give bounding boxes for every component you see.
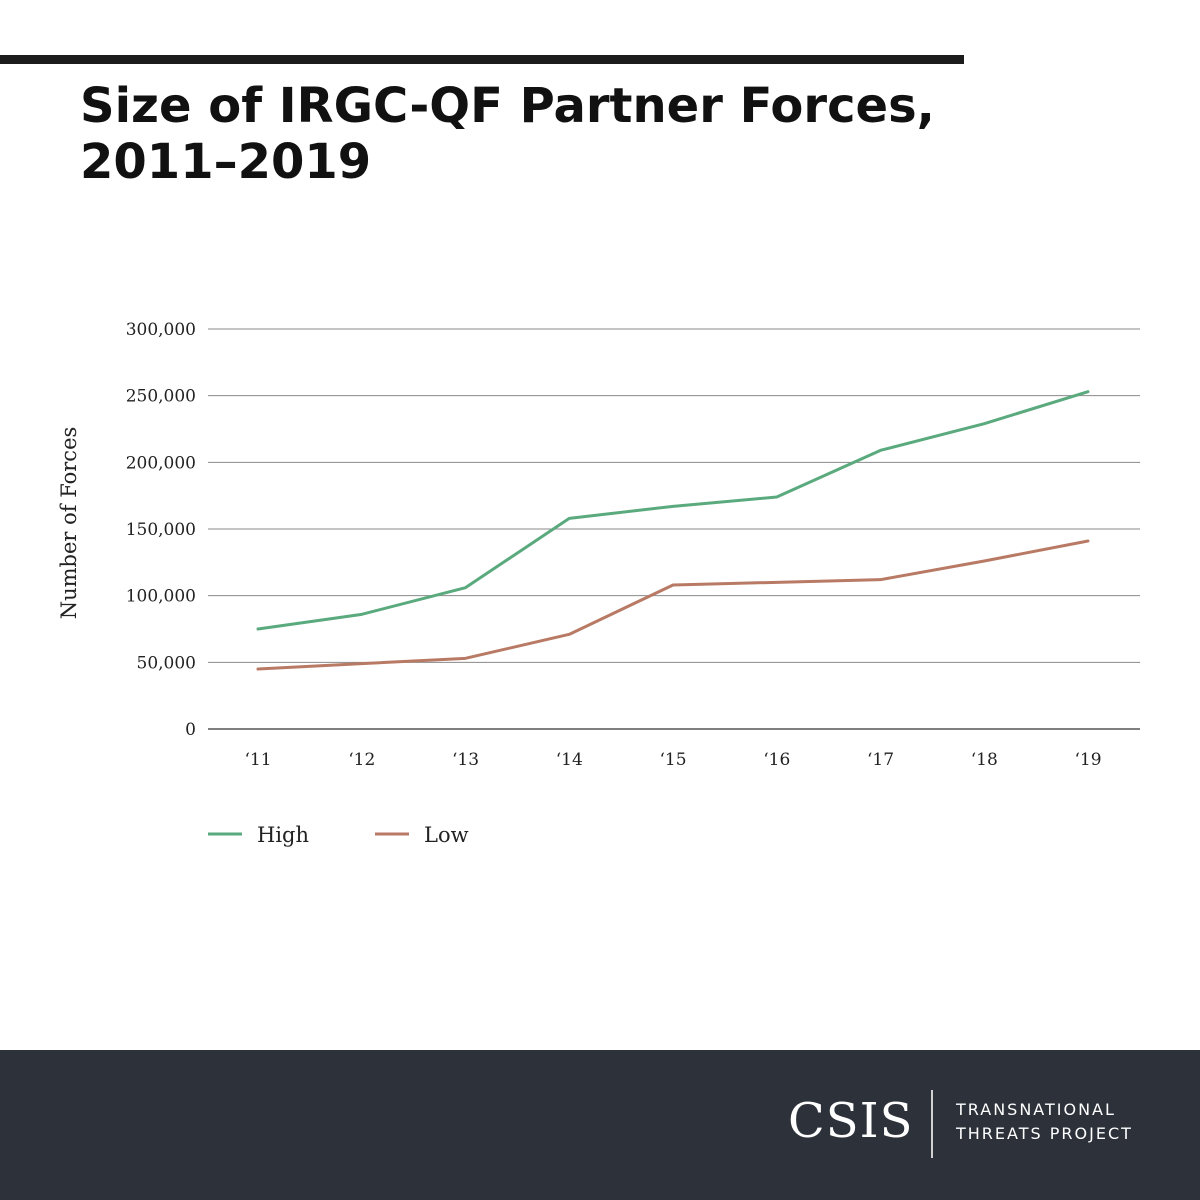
x-axis-ticks: ‘11 ‘12 ‘13 ‘14 ‘15 ‘16 ‘17 ‘18 ‘19 bbox=[244, 750, 1101, 770]
y-tick-label: 200,000 bbox=[126, 453, 196, 473]
x-tick-label: ‘11 bbox=[244, 750, 271, 770]
csis-logo: CSIS bbox=[788, 1093, 914, 1149]
y-tick-label: 0 bbox=[185, 720, 196, 740]
y-tick-label: 150,000 bbox=[126, 520, 196, 540]
y-axis-title: Number of Forces bbox=[57, 427, 81, 620]
y-tick-label: 100,000 bbox=[126, 587, 196, 607]
y-axis-ticks: 0 50,000 100,000 150,000 200,000 250,000 300,0… bbox=[126, 320, 196, 740]
x-tick-label: ‘14 bbox=[556, 750, 583, 770]
legend-label-low: Low bbox=[424, 823, 469, 847]
x-tick-label: ‘12 bbox=[348, 750, 375, 770]
series-line-high bbox=[256, 390, 1090, 631]
chart-title-line-2: 2011–2019 bbox=[80, 134, 372, 190]
x-tick-label: ‘13 bbox=[452, 750, 479, 770]
x-tick-label: ‘15 bbox=[659, 750, 686, 770]
y-tick-label: 50,000 bbox=[137, 653, 196, 673]
series-lines bbox=[256, 390, 1090, 671]
y-tick-label: 250,000 bbox=[126, 387, 196, 407]
footer-bar: CSIS TRANSNATIONAL THREATS PROJECT bbox=[0, 1050, 1200, 1200]
x-tick-label: ‘19 bbox=[1074, 750, 1101, 770]
x-tick-label: ‘16 bbox=[763, 750, 790, 770]
x-tick-label: ‘18 bbox=[971, 750, 998, 770]
chart-title: Size of IRGC-QF Partner Forces, 2011–201… bbox=[80, 78, 1080, 190]
gridlines bbox=[208, 328, 1140, 730]
footer-divider bbox=[931, 1090, 933, 1158]
chart-title-line-1: Size of IRGC-QF Partner Forces, bbox=[80, 78, 935, 134]
y-tick-label: 300,000 bbox=[126, 320, 196, 340]
project-name: TRANSNATIONAL THREATS PROJECT bbox=[956, 1098, 1133, 1146]
legend: High Low bbox=[208, 823, 469, 847]
project-name-line-2: THREATS PROJECT bbox=[956, 1124, 1133, 1143]
line-chart: 0 50,000 100,000 150,000 200,000 250,000 300,0… bbox=[57, 320, 1140, 847]
top-rule bbox=[0, 55, 964, 64]
x-tick-label: ‘17 bbox=[867, 750, 894, 770]
project-name-line-1: TRANSNATIONAL bbox=[956, 1100, 1116, 1119]
series-line-low bbox=[256, 539, 1090, 671]
legend-label-high: High bbox=[257, 823, 309, 847]
